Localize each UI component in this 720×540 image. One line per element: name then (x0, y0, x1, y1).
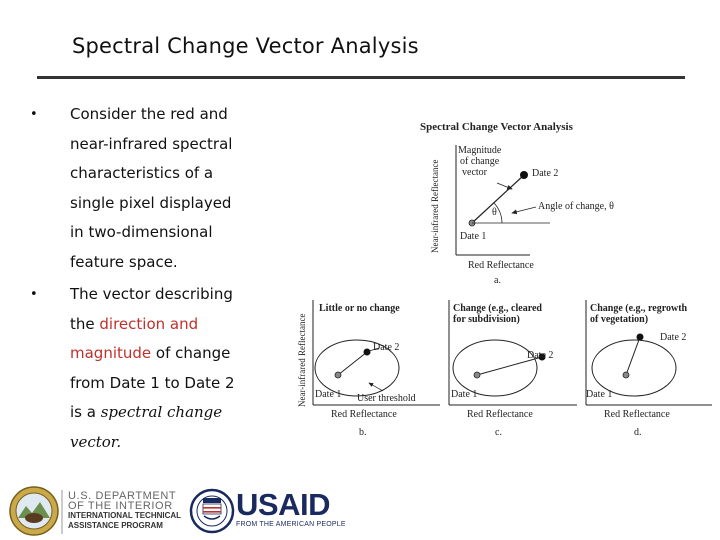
slide-title: Spectral Change Vector Analysis (72, 34, 419, 58)
bullet-dot: • (30, 107, 38, 122)
doi-line: ASSISTANCE PROGRAM (68, 521, 163, 530)
bullet-1-line: characteristics of a (70, 164, 214, 182)
bullet-2-text: is a (70, 403, 101, 421)
doi-line: INTERNATIONAL TECHNICAL (68, 511, 182, 520)
usaid-name: USAID (236, 487, 330, 522)
bullet-1-line: in two-dimensional (70, 223, 213, 241)
angle-arc (493, 202, 503, 224)
figure-a-ylabel: Near-infrared Reflectance (430, 159, 440, 253)
title-divider (37, 76, 685, 79)
date1-point (473, 371, 481, 379)
footer: U.S. DEPARTMENT OF THE INTERIOR INTERNAT… (0, 484, 720, 540)
figure-b-diagram (312, 300, 440, 406)
figure-b-xlabel: Red Reflectance (331, 409, 397, 420)
date2-pointer (368, 347, 380, 352)
date2-point (363, 348, 371, 356)
magnitude-pointer (496, 182, 513, 190)
threshold-label: User threshold (357, 393, 416, 404)
bullet-2-line: the direction and (70, 310, 280, 340)
angle-pointer (511, 206, 537, 215)
figure-d-xlabel: Red Reflectance (604, 409, 670, 420)
term-spectral-change: spectral change (100, 403, 223, 421)
bullet-2: • The vector describing the direction an… (30, 280, 280, 457)
doi-line: OF THE INTERIOR (68, 500, 173, 512)
highlight-magnitude: magnitude (70, 344, 152, 362)
highlight-direction: direction and (99, 314, 199, 333)
change-vector (625, 336, 641, 376)
date2-point (538, 353, 546, 361)
date2-point (636, 333, 644, 341)
bullet-1-line: feature space. (70, 252, 178, 271)
bullet-1-line: Consider the red and (70, 105, 228, 123)
threshold-pointer (368, 382, 384, 392)
theta-label: θ (492, 207, 497, 218)
footer-logos (9, 486, 235, 536)
threshold-ellipse (591, 339, 677, 397)
figure-b-ylabel: Near-infrared Reflectance (297, 313, 307, 407)
figure-d-title: Change (e.g., regrowth of vegetation) (590, 303, 687, 325)
date1-label: Date 1 (451, 389, 478, 400)
threshold-ellipse (452, 339, 538, 397)
bullet-2-line: is a spectral change (70, 398, 280, 428)
figure-b-panel-letter: b. (359, 427, 367, 438)
date2-point (520, 171, 528, 179)
figure-c-diagram (448, 300, 577, 406)
figure-b-title: Little or no change (319, 303, 400, 314)
figure-a-panel-letter: a. (494, 275, 501, 286)
term-vector: vector. (70, 432, 122, 451)
doi-seal-icon (9, 486, 59, 536)
bullet-dot: • (30, 287, 38, 302)
figure-c-panel-letter: c. (495, 427, 502, 438)
magnitude-label-line: of change (460, 156, 500, 167)
bullet-2-text: the (70, 314, 100, 333)
figure-d: Change (e.g., regrowth of vegetation) Da… (582, 295, 717, 440)
figure-d-title-line: Change (e.g., regrowth (590, 303, 688, 314)
date1-point (334, 371, 342, 379)
doi-line: U.S. DEPARTMENT (68, 490, 177, 502)
figure-a-diagram (455, 145, 550, 256)
bullet-1: • Consider the red and near-infrared spe… (30, 100, 280, 277)
magnitude-label-line: vector (462, 167, 487, 178)
angle-label: Angle of change, θ (538, 201, 614, 212)
change-vector (337, 351, 368, 376)
threshold-ellipse (314, 339, 400, 397)
usaid-wordmark: USAID FROM THE AMERICAN PEOPLE (236, 487, 346, 529)
figure-b: Near-infrared Reflectance Little or no c… (295, 295, 445, 440)
figure-d-panel-letter: d. (634, 427, 642, 438)
usaid-seal-icon (189, 488, 235, 534)
usaid-tagline: FROM THE AMERICAN PEOPLE (236, 521, 346, 528)
figure-c-title: Change (e.g., cleared for subdivision) (453, 303, 542, 325)
figure-c-xlabel: Red Reflectance (467, 409, 533, 420)
figure-c: Change (e.g., cleared for subdivision) D… (445, 295, 580, 440)
bullet-2-text: of change (151, 344, 231, 362)
date1-label: Date 1 (460, 231, 487, 242)
bullet-2-line: from Date 1 to Date 2 (70, 373, 235, 392)
date2-label: Date 2 (660, 332, 687, 343)
date1-label: Date 1 (586, 389, 613, 400)
bullet-1-line: near-infrared spectral (70, 134, 233, 153)
date2-label: Date 2 (373, 342, 400, 353)
bullet-2-line: magnitude of change (70, 339, 280, 369)
figure-c-title-line: for subdivision) (453, 314, 520, 325)
change-vector (476, 356, 543, 376)
magnitude-label: Magnitude of change vector (458, 145, 501, 178)
date2-label: Date 2 (527, 350, 554, 361)
figure-a-xlabel: Red Reflectance (468, 260, 534, 271)
bullet-2-line: The vector describing (70, 285, 233, 303)
date2-label: Date 2 (532, 168, 559, 179)
figure-c-title-line: Change (e.g., cleared (453, 303, 542, 314)
figure-d-title-line: of vegetation) (590, 314, 649, 325)
magnitude-label-line: Magnitude (458, 145, 502, 156)
doi-wordmark: U.S. DEPARTMENT OF THE INTERIOR INTERNAT… (68, 491, 181, 531)
figure-d-diagram (585, 300, 712, 406)
figure-a: Spectral Change Vector Analysis Near-inf… (420, 115, 620, 290)
bullet-list: • Consider the red and near-infrared spe… (30, 100, 280, 457)
change-vector (471, 174, 525, 224)
date1-label: Date 1 (315, 389, 342, 400)
figure-a-title: Spectral Change Vector Analysis (420, 121, 573, 133)
date1-point (622, 371, 630, 379)
bullet-1-line: single pixel displayed (70, 193, 232, 212)
